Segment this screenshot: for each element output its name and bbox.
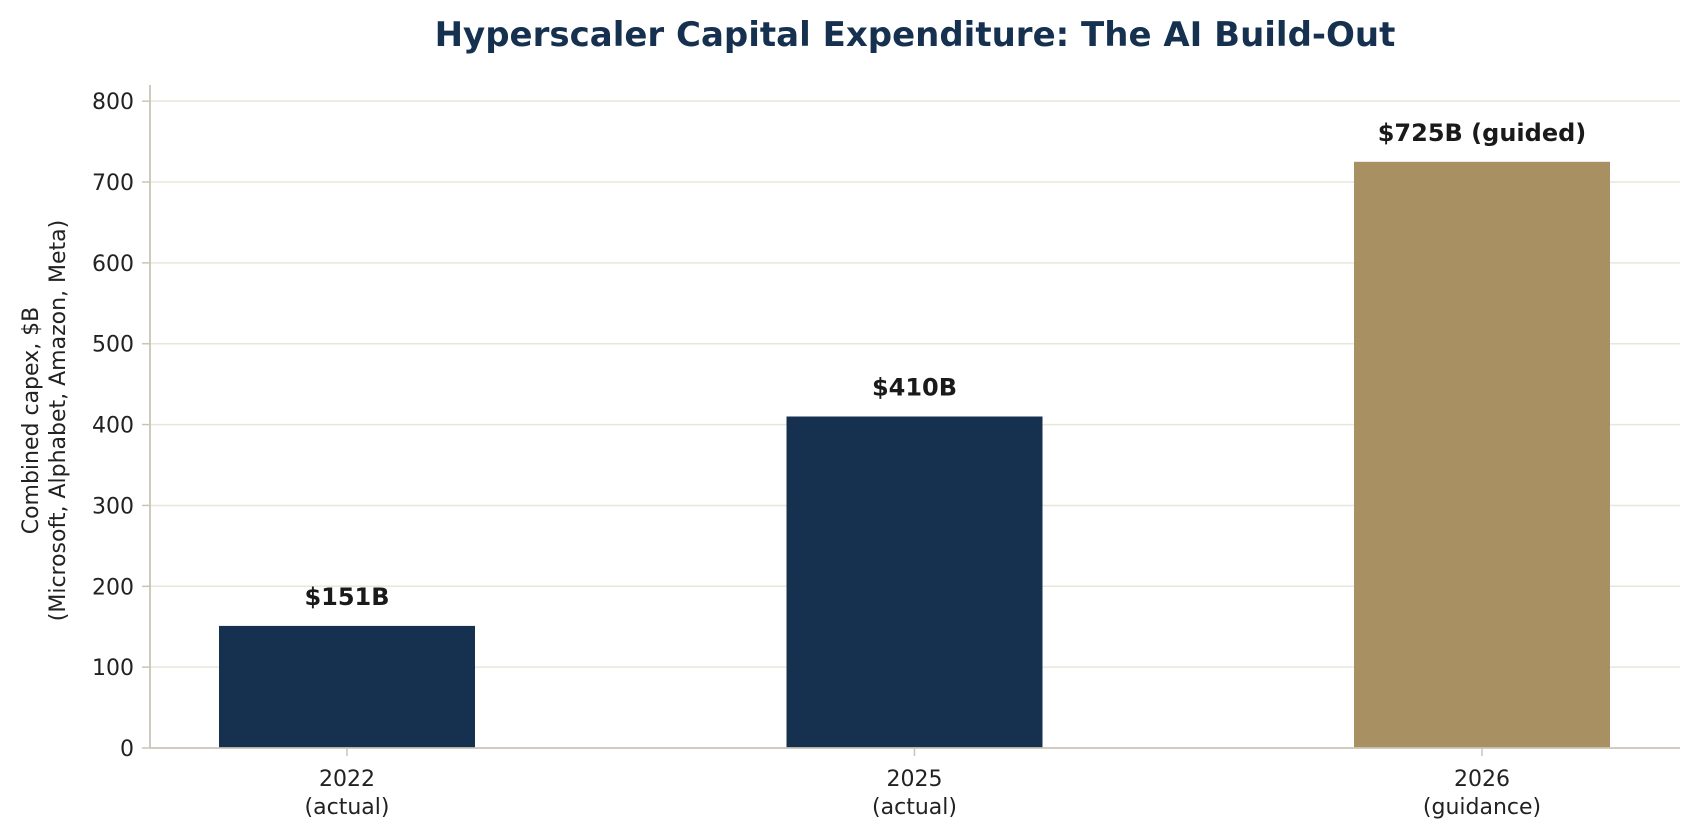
y-tick-label: 0: [120, 737, 134, 762]
x-tick-label-line: 2022: [319, 767, 375, 792]
x-tick-labels: 2022 (actual) 2025 (actual) 2026 (guidance): [305, 767, 1542, 820]
y-tick-label: 500: [92, 333, 134, 358]
bar-value-label: $410B: [872, 374, 957, 402]
x-tick-label: 2025 (actual): [872, 767, 957, 820]
bar-value-label: $725B (guided): [1378, 119, 1587, 147]
bar: [1354, 161, 1610, 748]
bar: [219, 625, 475, 748]
y-tick-label: 100: [92, 656, 134, 681]
y-tick-labels: 0 100 200 300 400 500 600 700 800: [92, 90, 134, 762]
bars: [219, 161, 1610, 748]
y-tick-label: 600: [92, 252, 134, 277]
y-tick-label: 700: [92, 171, 134, 196]
chart-title: Hyperscaler Capital Expenditure: The AI …: [435, 15, 1396, 55]
y-tick-label: 200: [92, 575, 134, 600]
axes: [142, 85, 1680, 756]
y-tick-label: 300: [92, 494, 134, 519]
bar-value-label: $151B: [304, 583, 389, 611]
x-tick-label: 2026 (guidance): [1423, 767, 1541, 820]
x-tick-label: 2022 (actual): [305, 767, 390, 820]
y-axis-label: Combined capex, $B(Microsoft, Alphabet, …: [19, 220, 71, 621]
x-tick-label-line: (guidance): [1423, 795, 1541, 820]
bar: [786, 416, 1043, 748]
y-axis-label-line: (Microsoft, Alphabet, Amazon, Meta): [46, 220, 71, 621]
y-tick-label: 800: [92, 90, 134, 115]
data-labels: $151B $410B $725B (guided): [304, 119, 1586, 611]
x-tick-label-line: 2025: [887, 767, 943, 792]
y-tick-label: 400: [92, 414, 134, 439]
x-tick-label-line: 2026: [1454, 767, 1510, 792]
y-axis-label-line: Combined capex, $B: [19, 307, 44, 535]
x-tick-label-line: (actual): [872, 795, 957, 820]
x-tick-label-line: (actual): [305, 795, 390, 820]
